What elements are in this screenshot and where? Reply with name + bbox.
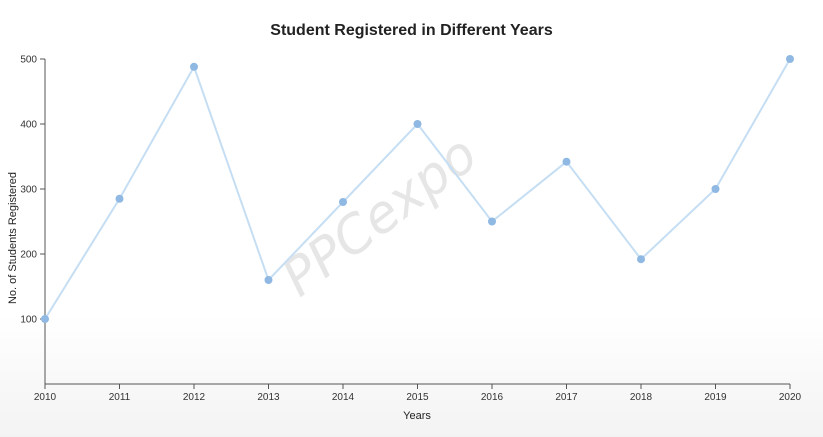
data-points	[41, 55, 794, 323]
x-tick-label: 2017	[555, 392, 578, 403]
data-point-2010[interactable]	[41, 315, 49, 323]
x-tick-label: 2013	[257, 392, 280, 403]
y-tick-label: 500	[20, 55, 37, 66]
data-point-2013[interactable]	[264, 276, 273, 284]
x-tick-label: 2010	[34, 392, 57, 403]
y-axis-title: No. of Students Registered	[7, 172, 19, 304]
x-tick-label: 2018	[630, 392, 653, 403]
y-tick-label: 400	[20, 120, 37, 131]
chart-title: Student Registered in Different Years	[270, 22, 553, 39]
data-point-2017[interactable]	[562, 157, 571, 166]
x-tick-label: 2016	[481, 392, 504, 403]
data-point-2018[interactable]	[637, 255, 645, 264]
data-point-2015[interactable]	[413, 120, 422, 128]
x-tick-label: 2014	[332, 392, 355, 403]
x-tick-label: 2020	[779, 392, 802, 403]
y-tick-label: 200	[20, 250, 37, 261]
x-tick-label: 2011	[109, 392, 131, 403]
x-tick-label: 2015	[406, 392, 429, 403]
x-tick-label: 2019	[704, 392, 727, 403]
watermark: PPCexpo	[271, 124, 488, 308]
data-point-2020[interactable]	[786, 55, 794, 63]
y-ticks: 100 200 300 400 500	[20, 55, 45, 326]
data-point-2016[interactable]	[488, 217, 496, 226]
data-point-2012[interactable]	[190, 62, 198, 71]
x-tick-label: 2012	[183, 392, 206, 403]
data-point-2019[interactable]	[711, 185, 720, 193]
x-ticks: 2010 2011 2012 2013 2014 2015 2016 2017 2018 2019…	[34, 384, 802, 403]
y-tick-label: 300	[20, 185, 37, 196]
data-point-2014[interactable]	[339, 198, 347, 206]
y-tick-label: 100	[20, 315, 37, 326]
data-point-2011[interactable]	[115, 194, 124, 203]
x-axis-title: Years	[403, 410, 431, 422]
